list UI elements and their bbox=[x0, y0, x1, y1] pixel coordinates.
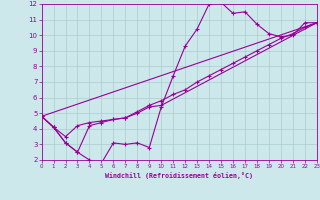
X-axis label: Windchill (Refroidissement éolien,°C): Windchill (Refroidissement éolien,°C) bbox=[105, 172, 253, 179]
